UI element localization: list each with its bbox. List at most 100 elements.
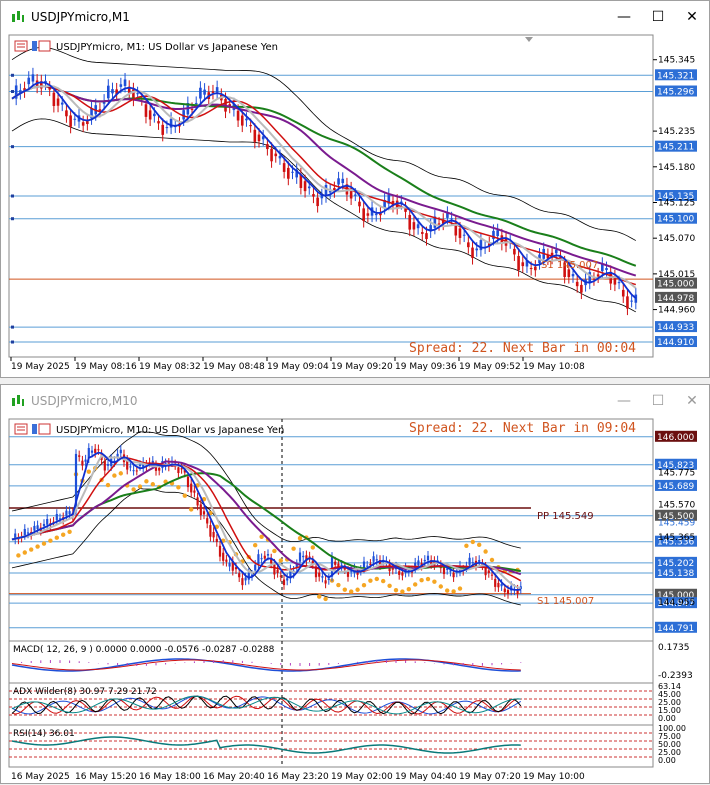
price-chart-m1[interactable]: USDJPYmicro, M1: US Dollar vs Japanese Y…	[1, 33, 709, 377]
price-line-label: 145.321	[657, 71, 694, 81]
candle-body	[250, 574, 254, 577]
candle-body	[106, 464, 110, 466]
candle-body	[337, 178, 340, 185]
candle-body	[36, 525, 39, 530]
candle-body	[349, 188, 353, 199]
window-titlebar[interactable]: USDJPYmicro,M10 — ☐ ✕	[1, 385, 709, 417]
parabolic-sar-dot	[259, 534, 264, 539]
candle-body	[144, 104, 148, 117]
candle-body	[279, 575, 282, 577]
candle-body	[327, 578, 330, 580]
candle-body	[90, 108, 93, 119]
candle-body	[441, 219, 445, 224]
candle-body	[202, 511, 206, 515]
candle-body	[333, 188, 336, 192]
current-price-label-box	[655, 291, 697, 303]
candle-body	[94, 448, 97, 453]
maximize-button[interactable]: ☐	[651, 9, 665, 25]
macd-label: MACD( 12, 26, 9 ) 0.0000 0.0000 -0.0576 …	[13, 645, 275, 655]
candle-body	[295, 169, 298, 178]
time-label: 19 May 2025	[11, 362, 70, 372]
adx-tick-label: 15.00	[658, 706, 681, 715]
candle-body	[212, 531, 215, 538]
candle-body	[65, 110, 68, 117]
time-label: 16 May 23:20	[267, 772, 329, 782]
candle-body	[266, 554, 270, 556]
candle-body	[132, 470, 135, 472]
candle-body	[366, 565, 369, 567]
candle-body	[303, 181, 307, 192]
price-tick-label: 145.015	[658, 270, 695, 280]
candle-body	[31, 74, 35, 82]
candle-body	[521, 262, 525, 267]
candle-body	[404, 208, 407, 212]
candle-body	[241, 578, 244, 586]
candle-body	[503, 588, 506, 593]
window-title: USDJPYmicro,M10	[31, 394, 138, 408]
minimize-button[interactable]: —	[617, 9, 631, 25]
candle-body	[302, 555, 305, 558]
candle-body	[14, 533, 17, 540]
candle-body	[116, 453, 119, 457]
candle-body	[103, 460, 106, 471]
close-button[interactable]: ✕	[686, 9, 698, 25]
minimize-button[interactable]: —	[617, 393, 631, 409]
parabolic-sar-dot	[41, 541, 47, 546]
candle-body	[86, 121, 89, 125]
candle-body	[23, 88, 26, 92]
price-tick-label: 145.180	[658, 163, 695, 173]
parabolic-sar-dot	[112, 473, 117, 478]
candle-body	[350, 571, 353, 573]
price-line-label: 145.135	[657, 192, 694, 202]
candle-body	[295, 564, 298, 568]
time-label: 16 May 2025	[11, 772, 70, 782]
candle-body	[73, 118, 77, 120]
parabolic-sar-dot	[48, 538, 53, 543]
candle-body	[46, 518, 49, 525]
candle-body	[429, 225, 432, 232]
parabolic-sar-dot	[457, 586, 463, 591]
window-titlebar[interactable]: USDJPYmicro,M1 — ☐ ✕	[1, 1, 709, 33]
parabolic-sar-dot	[445, 588, 450, 593]
price-line-label-box	[655, 321, 697, 333]
chart-window-m1[interactable]: USDJPYmicro,M1 — ☐ ✕ USDJPYmicro, M1: US…	[0, 0, 710, 378]
candle-body	[479, 240, 483, 251]
candle-body	[245, 118, 248, 121]
close-button[interactable]: ✕	[686, 393, 698, 409]
candle-body	[330, 556, 334, 577]
candle-body	[358, 201, 361, 207]
candle-body	[58, 518, 62, 520]
candle-body	[97, 449, 100, 451]
candle-body	[253, 129, 257, 142]
candle-body	[420, 563, 423, 566]
candle-body	[414, 562, 417, 568]
candle-body	[492, 230, 495, 240]
price-line-label: 145.100	[657, 215, 694, 225]
candle-body	[356, 572, 359, 575]
candle-body	[115, 89, 118, 95]
price-level-marker	[11, 145, 14, 149]
parabolic-sar-dot	[310, 545, 315, 550]
candle-body	[119, 449, 122, 454]
chart-window-icon	[12, 11, 24, 22]
candle-body	[362, 208, 365, 222]
price-chart-m10[interactable]: USDJPYmicro, M10: US Dollar vs Japanese …	[1, 417, 709, 785]
maximize-button[interactable]: ☐	[651, 393, 665, 409]
price-line-label-box	[655, 458, 697, 470]
candle-body	[596, 274, 600, 277]
parabolic-sar-dot	[86, 469, 92, 474]
parabolic-sar-dot	[150, 482, 155, 487]
candle-body	[346, 570, 350, 577]
parabolic-sar-dot	[393, 587, 399, 593]
candle-body	[575, 281, 579, 287]
price-tick-label: 144.955	[658, 598, 695, 608]
price-line-label-box	[655, 621, 697, 633]
time-label: 19 May 09:36	[395, 362, 457, 372]
rsi-tick-label: 100.00	[658, 724, 686, 733]
candle-body	[123, 79, 127, 86]
price-line-label: 145.202	[657, 559, 694, 569]
chart-window-m10[interactable]: USDJPYmicro,M10 — ☐ ✕ USDJPYmicro, M10: …	[0, 384, 710, 784]
bollinger-lower	[11, 488, 521, 606]
candle-body	[19, 90, 22, 94]
adx-tick-label: 63.14	[658, 682, 681, 691]
